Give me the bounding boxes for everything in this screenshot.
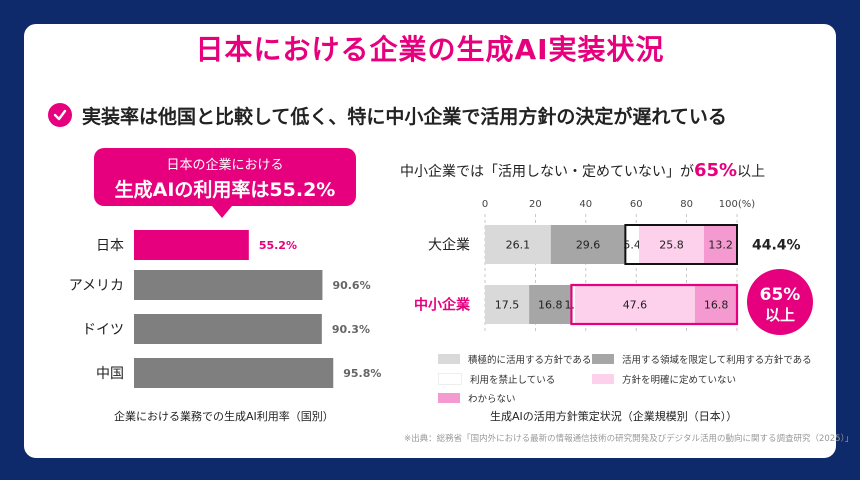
country-bar (134, 314, 322, 344)
segment-value-label: 47.6 (623, 299, 648, 312)
large-company-total: 44.4% (752, 238, 801, 254)
callout-line1: 日本の企業における (166, 158, 284, 173)
country-bar (134, 270, 323, 300)
callout-box: 日本の企業における 生成AIの利用率は55.2% (94, 148, 356, 206)
legend-item: 活用する領域を限定して利用する方針である (592, 352, 812, 366)
legend-item: 方針を明確に定めていない (592, 372, 736, 386)
right-header-highlight: 65% (694, 160, 738, 181)
stack-segment (703, 225, 738, 264)
segment-value-label: 5.4 (623, 239, 641, 252)
legend-swatch (438, 373, 462, 385)
segment-value-label: 16.8 (704, 299, 729, 312)
company-size-label: 大企業 (428, 237, 470, 254)
country-value-label: 90.3% (332, 323, 370, 336)
stack-segment (625, 225, 639, 264)
right-caption: 生成AIの活用方針策定状況（企業規模別（日本）） (490, 410, 738, 423)
segment-value-label: 25.8 (659, 239, 684, 252)
x-tick-label: 20 (529, 199, 542, 210)
segment-value-label: 17.5 (495, 299, 520, 312)
subtitle-row: 実装率は他国と比較して低く、特に中小企業で活用方針の決定が遅れている (48, 100, 727, 130)
country-value-label: 55.2% (259, 239, 297, 252)
large-company-highlight-box (624, 224, 739, 265)
right-header: 中小企業では「活用しない・定めていない」が65%以上 (400, 160, 765, 181)
stack-segment (529, 285, 572, 324)
sme-badge-text: 以上 (765, 306, 795, 324)
callout-tail (212, 206, 232, 218)
country-bar (134, 358, 334, 388)
stack-segment (485, 225, 551, 264)
segment-value-label: 16.8 (538, 299, 563, 312)
page-title: 日本における企業の生成AI実装状況 (195, 33, 665, 66)
legend-item: わからない (438, 391, 516, 405)
sme-highlight-box (570, 283, 739, 326)
stack-segment (638, 225, 704, 264)
country-label: アメリカ (69, 278, 124, 294)
country-label: ドイツ (82, 322, 124, 338)
check-icon (48, 103, 72, 127)
x-tick-label: 60 (630, 199, 643, 210)
callout-line2: 生成AIの利用率は55.2% (114, 179, 336, 201)
stack-segment (485, 285, 530, 324)
legend-swatch (438, 354, 460, 364)
sme-badge-text: 65% (760, 285, 801, 305)
legend-item: 利用を禁止している (438, 372, 555, 386)
country-value-label: 95.8% (343, 367, 381, 380)
country-label: 中国 (96, 366, 124, 382)
segment-value-label: 13.2 (708, 239, 733, 252)
source-note: ※出典：総務省「国内外における最新の情報通信技術の研究開発及びデジタル活用の動向… (404, 434, 854, 444)
x-tick-label: 0 (482, 199, 488, 210)
x-tick-label: 100(%) (719, 199, 755, 210)
x-tick-label: 80 (680, 199, 693, 210)
country-value-label: 90.6% (332, 279, 370, 292)
country-label: 日本 (96, 238, 124, 254)
legend-swatch (438, 393, 460, 403)
segment-value-label: 26.1 (506, 239, 531, 252)
stack-segment (694, 285, 738, 324)
legend-label: 利用を禁止している (470, 375, 556, 386)
country-bar (134, 230, 249, 260)
left-caption: 企業における業務での生成AI利用率（国別） (114, 410, 334, 423)
x-tick-label: 40 (579, 199, 592, 210)
right-header-prefix: 中小企業では「活用しない・定めていない」が (400, 164, 694, 180)
legend-label: 活用する領域を限定して利用する方針である (622, 355, 812, 366)
legend-label: 方針を明確に定めていない (622, 375, 737, 386)
stack-segment (550, 225, 626, 264)
segment-value-label: 29.6 (576, 239, 601, 252)
stack-segment (574, 285, 695, 324)
legend-swatch (592, 374, 614, 384)
sme-badge-circle (747, 269, 813, 335)
right-header-suffix: 以上 (737, 164, 766, 180)
legend-label: 積極的に活用する方針である (468, 355, 592, 366)
legend-swatch (592, 354, 614, 364)
company-size-label: 中小企業 (414, 297, 471, 314)
legend-label: わからない (468, 394, 516, 405)
subtitle: 実装率は他国と比較して低く、特に中小企業で活用方針の決定が遅れている (82, 105, 727, 128)
stack-segment (571, 285, 575, 324)
legend-item: 積極的に活用する方針である (438, 352, 591, 366)
